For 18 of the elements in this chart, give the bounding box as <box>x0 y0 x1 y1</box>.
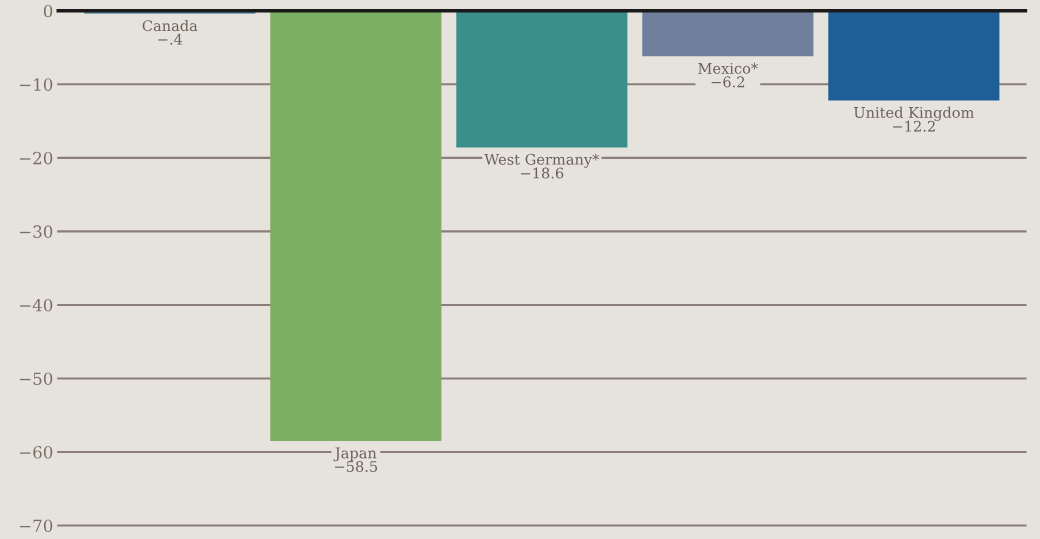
data-label: −6.2 <box>711 76 745 88</box>
y-tick-label: −50 <box>19 372 53 386</box>
x-tick-label: Japan <box>333 447 377 462</box>
x-tick-label: Mexico* <box>698 62 758 74</box>
x-tick-label: Canada <box>142 19 198 32</box>
data-label: −12.2 <box>893 120 935 132</box>
y-tick-label: −20 <box>19 151 53 165</box>
y-tick-label: 0 <box>43 4 53 18</box>
data-label: −58.5 <box>335 460 378 472</box>
y-tick-label: −60 <box>19 445 53 459</box>
x-tick-label: West Germany* <box>484 153 600 168</box>
data-label: −18.6 <box>521 167 564 179</box>
y-tick-label: −70 <box>19 519 53 533</box>
y-tick-label: −10 <box>19 78 53 91</box>
data-label: −.4 <box>158 33 183 45</box>
y-tick-label: −40 <box>19 298 53 312</box>
x-tick-label: United Kingdom <box>854 106 974 121</box>
y-tick-label: −30 <box>19 225 53 238</box>
